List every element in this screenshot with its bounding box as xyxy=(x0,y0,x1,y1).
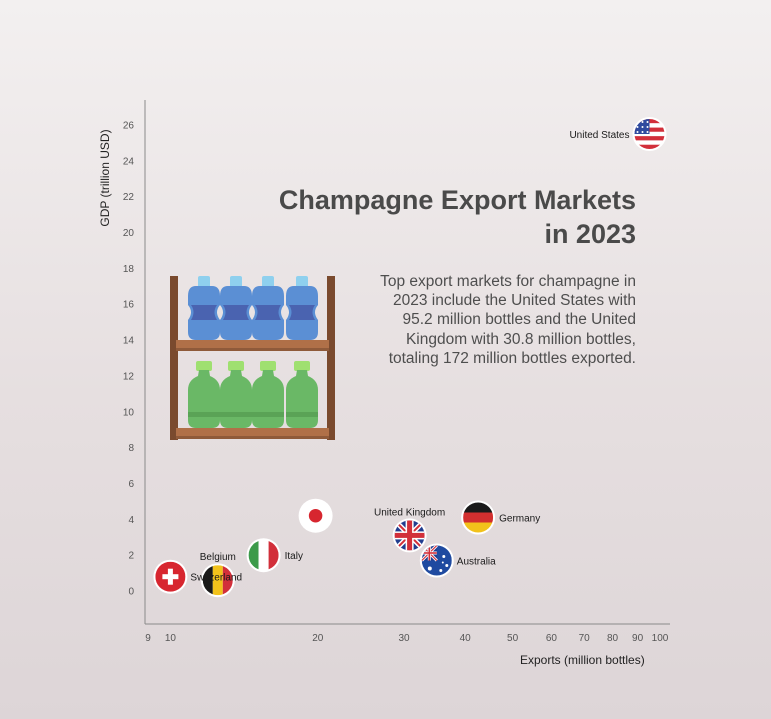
point-label: United States xyxy=(569,130,629,141)
y-tick-label: 4 xyxy=(128,515,134,526)
y-tick-label: 12 xyxy=(123,371,135,382)
japan-flag-icon xyxy=(298,498,333,533)
australia-flag-icon xyxy=(419,543,454,578)
y-tick-label: 24 xyxy=(123,156,135,167)
us-flag-icon xyxy=(632,117,667,151)
scatter-point: Switzerland xyxy=(153,559,242,594)
scatter-point: United Kingdom xyxy=(374,507,445,553)
y-tick-label: 22 xyxy=(123,192,135,203)
y-tick-label: 2 xyxy=(128,551,134,562)
y-tick-label: 0 xyxy=(128,587,134,598)
y-axis-label: GDP (trillion USD) xyxy=(98,129,112,227)
x-tick-label: 60 xyxy=(546,633,558,644)
chart-description: Top export markets for champagne in 2023… xyxy=(380,273,636,367)
scatter-point: Belgium xyxy=(200,552,236,598)
y-tick-label: 14 xyxy=(123,336,135,347)
point-label: Belgium xyxy=(200,552,236,563)
italy-flag-icon xyxy=(246,538,281,573)
y-tick-label: 8 xyxy=(128,443,134,454)
y-tick-label: 16 xyxy=(123,300,135,311)
y-tick-label: 6 xyxy=(128,479,134,490)
scatter-point: Australia xyxy=(419,543,496,578)
x-tick-label: 40 xyxy=(460,633,472,644)
point-label: Switzerland xyxy=(190,573,242,584)
x-tick-label: 10 xyxy=(165,633,177,644)
x-tick-label: 30 xyxy=(398,633,410,644)
x-tick-label: 90 xyxy=(632,633,644,644)
axes xyxy=(144,100,670,625)
y-tick-label: 26 xyxy=(123,121,135,132)
point-label: Australia xyxy=(457,557,496,568)
x-tick-label: 80 xyxy=(607,633,619,644)
x-axis-label: Exports (million bottles) xyxy=(520,653,645,667)
scatter-points: United States United Kingdom Germany Austra… xyxy=(153,117,667,598)
x-tick-label: 9 xyxy=(145,633,151,644)
point-label: Italy xyxy=(285,551,303,562)
x-tick-label: 20 xyxy=(312,633,324,644)
scatter-point xyxy=(298,498,333,533)
uk-flag-icon xyxy=(392,518,427,553)
point-label: United Kingdom xyxy=(374,507,445,518)
belgium-flag-icon xyxy=(200,563,235,598)
chart-title: Champagne Export Markets in 2023 xyxy=(278,185,636,249)
y-tick-label: 18 xyxy=(123,264,135,275)
x-tick-label: 50 xyxy=(507,633,519,644)
x-tick-label: 100 xyxy=(652,633,669,644)
scatter-point: Germany xyxy=(461,500,540,535)
scatter-point: United States xyxy=(569,117,667,151)
germany-flag-icon xyxy=(461,500,496,535)
point-label: Germany xyxy=(499,514,540,525)
scatter-point: Italy xyxy=(246,538,303,573)
bottle-shelf-icon xyxy=(170,276,335,440)
y-tick-label: 20 xyxy=(123,228,135,239)
y-tick-label: 10 xyxy=(123,407,135,418)
switzerland-flag-icon xyxy=(153,559,188,594)
x-tick-label: 70 xyxy=(579,633,591,644)
